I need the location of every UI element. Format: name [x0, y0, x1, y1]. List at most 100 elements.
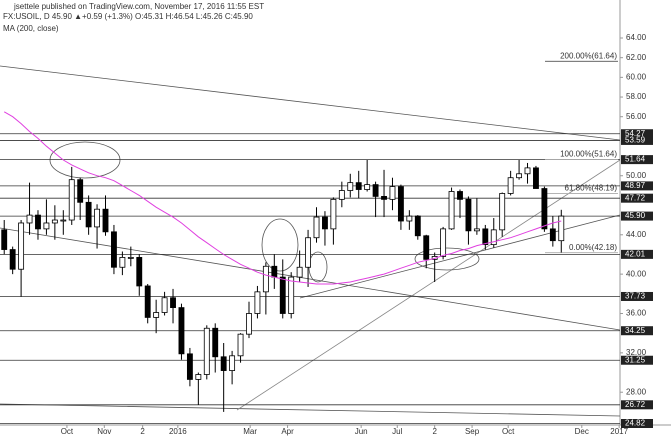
level-label-box [621, 211, 653, 221]
candle-body [322, 216, 328, 230]
candle-body [482, 228, 489, 246]
candle-body [313, 216, 320, 239]
header-line1: jsettele published on TradingView.com, N… [13, 2, 264, 11]
candle-body [229, 355, 236, 371]
candle-body [389, 186, 396, 200]
level-label-box [621, 181, 653, 191]
candle-body [1, 229, 8, 250]
level-label-box [621, 326, 653, 336]
level-label: 34.25 [625, 326, 646, 335]
candle-body [94, 208, 100, 228]
candle-body [26, 214, 33, 224]
ellipse [261, 218, 299, 272]
level-label-box [621, 400, 653, 410]
candle-body [127, 257, 134, 259]
candle-body [499, 193, 506, 231]
level-label: 26.72 [625, 400, 646, 409]
candle-body [524, 167, 531, 175]
fib-label: 200.00%(61.64) [560, 51, 617, 60]
candle-body [9, 249, 16, 270]
x-tick-label: Nov [97, 427, 111, 436]
candle-body [448, 191, 455, 230]
candle-body [507, 177, 514, 194]
x-tick-label: Oct [502, 427, 515, 436]
candle-body [254, 291, 261, 314]
candle-body [465, 198, 472, 232]
trendline [0, 227, 621, 331]
candle-body [457, 191, 463, 200]
candle-body [541, 188, 548, 230]
candle-body [212, 327, 219, 358]
ellipse [414, 247, 480, 271]
y-tick-label: 28.00 [626, 387, 647, 396]
candle-body [35, 214, 41, 230]
level-label: 53.59 [625, 136, 646, 145]
candle-body [77, 179, 84, 203]
level-label: 37.73 [625, 292, 646, 301]
level-label: 51.64 [625, 155, 646, 164]
candle-body [330, 198, 337, 230]
y-tick-label: 32.00 [626, 348, 647, 357]
level-label-box [621, 193, 653, 203]
level-label-box [621, 419, 653, 428]
trendline [0, 403, 621, 417]
x-tick-label: 2 [432, 427, 437, 436]
candle-body [372, 184, 379, 197]
y-tick-label: 64.00 [626, 33, 647, 42]
candle-body [203, 327, 210, 375]
candle-body [246, 313, 252, 335]
y-tick-label: 40.00 [626, 269, 647, 278]
candle-body [237, 333, 244, 357]
trendline [299, 214, 621, 299]
x-tick-label: Sep [465, 427, 480, 436]
candle-body [85, 201, 92, 228]
candle-body [305, 237, 312, 268]
candle-body [119, 257, 126, 268]
candle-body [288, 276, 295, 314]
x-tick-label: Jun [355, 427, 368, 436]
level-label-box [621, 249, 653, 259]
level-label-box [621, 135, 653, 145]
moving-average [3, 111, 562, 285]
level-label-box [621, 129, 653, 139]
fib-label: 0.00%(42.18) [569, 243, 617, 252]
candle-body [220, 356, 227, 371]
candle-body [144, 285, 151, 318]
candle-body [473, 228, 480, 232]
level-label: 31.25 [625, 355, 646, 364]
candle-body [414, 215, 421, 237]
candle-body [381, 196, 387, 200]
candle-body [558, 215, 565, 242]
x-tick-label: Oct [61, 427, 74, 436]
candle-body [423, 235, 430, 260]
fib-label: 61.80%(48.19) [565, 184, 618, 193]
candle-body [51, 219, 58, 224]
candle-body [153, 312, 160, 318]
x-tick-label: 2017 [610, 427, 628, 436]
candle-body [161, 297, 168, 313]
level-label: 54.27 [625, 129, 646, 138]
candle-body [178, 307, 185, 355]
level-label-box [621, 155, 653, 165]
plot [0, 60, 620, 424]
drawings [0, 65, 621, 417]
x-tick-label: Jul [392, 427, 402, 436]
y-tick-label: 44.00 [626, 230, 647, 239]
level-label-box [621, 355, 653, 365]
fib-label: 100.00%(51.64) [560, 150, 617, 159]
candle-body [406, 215, 413, 222]
x-tick-label: 2016 [169, 427, 187, 436]
x-tick-label: Dec [575, 427, 589, 436]
level-label: 45.90 [625, 211, 646, 220]
trendline [236, 159, 621, 411]
candle-body [549, 228, 556, 242]
candle-body [338, 190, 345, 200]
level-label: 42.01 [625, 249, 646, 258]
candle-body [262, 265, 269, 293]
candle-body [60, 219, 67, 222]
candle-body [279, 276, 286, 314]
level-label: 47.72 [625, 193, 646, 202]
x-tick-label: Apr [281, 427, 294, 436]
level-label-box [621, 291, 653, 301]
